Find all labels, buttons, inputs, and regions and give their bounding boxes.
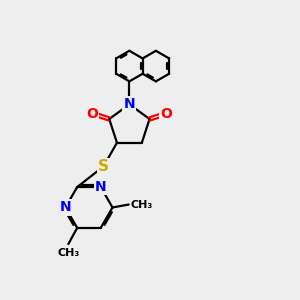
Text: S: S [98,159,109,174]
Text: N: N [60,200,71,214]
Text: N: N [95,180,106,194]
Text: O: O [86,106,98,121]
Text: O: O [160,106,172,121]
Text: N: N [124,97,135,111]
Text: CH₃: CH₃ [57,248,80,259]
Text: CH₃: CH₃ [130,200,152,209]
